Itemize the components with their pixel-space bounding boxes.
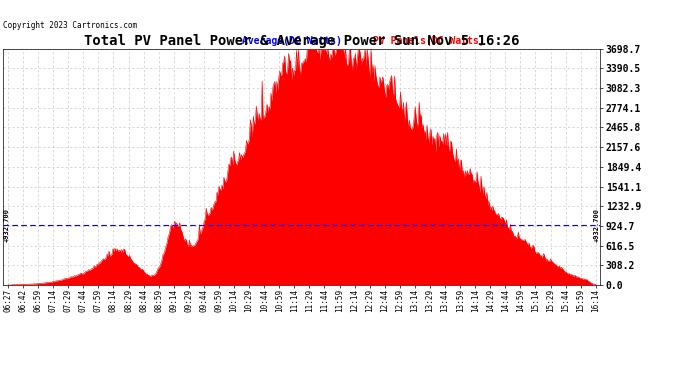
Text: PV Panels(DC Watts): PV Panels(DC Watts) bbox=[373, 36, 485, 46]
Text: Copyright 2023 Cartronics.com: Copyright 2023 Cartronics.com bbox=[3, 21, 137, 30]
Text: +932.700: +932.700 bbox=[3, 209, 10, 242]
Text: +932.700: +932.700 bbox=[594, 209, 600, 242]
Text: Average(DC Watts): Average(DC Watts) bbox=[242, 36, 342, 46]
Title: Total PV Panel Power & Average Power Sun Nov 5 16:26: Total PV Panel Power & Average Power Sun… bbox=[84, 34, 520, 48]
